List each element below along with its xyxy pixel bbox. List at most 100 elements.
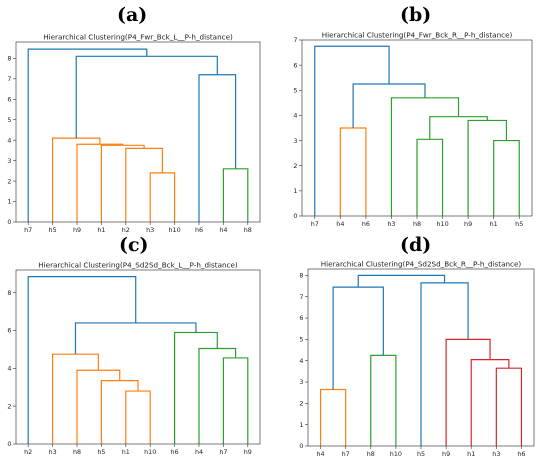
leaf-label: h6 [171, 448, 179, 456]
dendrogram-d: Hierarchical Clustering(P4_Sd2Sd_Bck_R__… [299, 260, 535, 458]
leaf-label: h2 [24, 448, 32, 456]
leaf-label: h1 [97, 226, 105, 234]
dendrogram-link [390, 97, 460, 216]
leaf-label: h1 [122, 448, 130, 456]
leaf-label: h7 [311, 220, 319, 228]
leaf-label: h4 [336, 220, 344, 228]
chart-title: Hierarchical Clustering(P4_Sd2Sd_Bck_L__… [38, 261, 238, 270]
dendrogram-link [319, 388, 347, 446]
y-tick-label: 0 [7, 440, 11, 448]
dendrogram-b: Hierarchical Clustering(P4_Fwr_Bck_R__P-… [293, 31, 533, 228]
dendrogram-link [222, 357, 249, 444]
leaf-label: h6 [362, 220, 370, 228]
leaf-label: h8 [367, 450, 375, 458]
y-tick-label: 3 [293, 137, 297, 145]
dendrogram-link [445, 338, 491, 446]
leaf-label: h4 [195, 448, 203, 456]
leaf-label: h8 [244, 226, 252, 234]
leaf-label: h10 [144, 448, 156, 456]
y-tick-label: 2 [299, 400, 303, 408]
y-tick-label: 7 [293, 36, 297, 44]
y-tick-label: 1 [7, 198, 11, 206]
dendrogram-link [52, 353, 99, 444]
leaf-label: h7 [342, 450, 350, 458]
dendrogram-link [495, 367, 523, 446]
y-tick-label: 5 [293, 86, 297, 94]
y-tick-label: 5 [299, 336, 303, 344]
dendrogram-link [75, 55, 218, 139]
leaf-label: h10 [390, 450, 402, 458]
dendrogram-link [493, 139, 520, 216]
y-tick-label: 1 [299, 421, 303, 429]
dendrogram-link [470, 359, 510, 446]
y-tick-label: 4 [7, 365, 11, 373]
leaf-label: h9 [442, 450, 450, 458]
panel-letter-c: (c) [119, 234, 149, 256]
dendrogram-link [420, 282, 469, 446]
dendrogram-link [174, 331, 218, 444]
dendrogram-link [74, 322, 197, 355]
leaf-label: h5 [97, 448, 105, 456]
leaf-label: h6 [517, 450, 525, 458]
dendrogram-link [467, 119, 508, 216]
dendrogram-link [198, 347, 237, 444]
y-tick-label: 0 [299, 442, 303, 450]
y-tick-label: 7 [7, 75, 11, 83]
y-tick-label: 5 [7, 116, 11, 124]
dendrogram-link [332, 286, 384, 390]
y-tick-label: 2 [7, 177, 11, 185]
y-tick-label: 6 [293, 61, 297, 69]
leaf-label: h3 [49, 448, 57, 456]
leaf-label: h8 [413, 220, 421, 228]
y-tick-label: 3 [299, 378, 303, 386]
dendrogram-link [27, 48, 148, 222]
leaf-label: h6 [195, 226, 203, 234]
leaf-label: h9 [73, 226, 81, 234]
leaf-label: h2 [122, 226, 130, 234]
leaf-label: h4 [316, 450, 324, 458]
leaf-label: h7 [24, 226, 32, 234]
y-tick-label: 2 [293, 162, 297, 170]
panel-letter-a: (a) [117, 4, 148, 26]
leaf-label: h5 [49, 226, 57, 234]
y-tick-label: 8 [7, 55, 11, 63]
dendrogram-link [222, 168, 249, 222]
y-tick-label: 3 [7, 157, 11, 165]
chart-title: Hierarchical Clustering(P4_Fwr_Bck_R__P-… [322, 31, 513, 40]
dendrogram-link [125, 390, 151, 444]
y-tick-label: 8 [299, 272, 303, 280]
chart-title: Hierarchical Clustering(P4_Fwr_Bck_L__P-… [43, 33, 233, 42]
dendrogram-link [149, 172, 176, 222]
leaf-label: h5 [417, 450, 425, 458]
y-tick-label: 1 [293, 187, 297, 195]
plot-frame [307, 268, 535, 447]
leaf-label: h1 [490, 220, 498, 228]
dendrogram-link [27, 276, 137, 444]
y-tick-label: 0 [7, 218, 11, 226]
y-tick-label: 4 [299, 357, 303, 365]
dendrogram-a: Hierarchical Clustering(P4_Fwr_Bck_L__P-… [7, 33, 261, 234]
plot-frame [301, 39, 533, 217]
dendrogram-link [100, 144, 145, 222]
y-tick-label: 6 [7, 95, 11, 103]
leaf-label: h7 [219, 448, 227, 456]
dendrogram-link [52, 137, 101, 222]
leaf-label: h8 [73, 448, 81, 456]
leaf-label: h3 [146, 226, 154, 234]
dendrogram-link [314, 45, 390, 216]
panel-letter-d: (d) [400, 234, 432, 256]
dendrogram-link [76, 369, 121, 444]
leaf-label: h3 [387, 220, 395, 228]
dendrogram-link [416, 138, 444, 216]
y-tick-label: 2 [7, 402, 11, 410]
dendrogram-link [357, 274, 446, 288]
y-tick-label: 7 [299, 293, 303, 301]
leaf-label: h4 [219, 226, 227, 234]
dendrogram-c: Hierarchical Clustering(P4_Sd2Sd_Bck_L__… [7, 261, 261, 456]
y-tick-label: 8 [7, 289, 11, 297]
y-tick-label: 6 [7, 327, 11, 335]
dendrogram-link [198, 74, 237, 222]
leaf-label: h9 [464, 220, 472, 228]
dendrogram-link [370, 354, 397, 446]
y-tick-label: 6 [299, 314, 303, 322]
